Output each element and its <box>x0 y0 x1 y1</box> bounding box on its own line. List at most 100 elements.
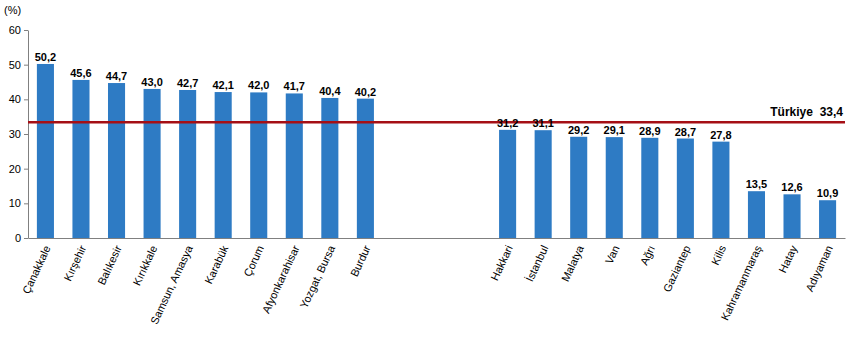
y-tick-mark <box>24 65 28 66</box>
data-label: 40,4 <box>319 85 341 97</box>
y-tick-label: 30 <box>9 128 21 140</box>
x-tick: Kırıkkale <box>130 243 159 287</box>
bar <box>677 139 694 238</box>
data-label: 13,5 <box>746 178 767 190</box>
x-tick: Kahramanmaraş <box>719 243 764 322</box>
data-label: 27,8 <box>710 129 731 141</box>
x-tick: Burdur <box>348 243 373 278</box>
bar <box>250 92 267 238</box>
data-label: 12,6 <box>781 181 802 193</box>
x-tick-label: İstanbul <box>523 243 550 283</box>
bar <box>179 90 196 238</box>
y-tick-label: 20 <box>9 163 21 175</box>
x-tick: Samsun, Amasya <box>148 243 195 326</box>
y-tick: 0 <box>15 232 28 244</box>
x-tick-label: Ağrı <box>638 243 657 266</box>
y-tick-label: 60 <box>9 24 21 36</box>
bar <box>606 137 623 238</box>
y-tick-mark <box>24 238 28 239</box>
data-label: 42,1 <box>212 79 233 91</box>
x-tick: Afyonkarahisar <box>260 243 302 315</box>
bar <box>641 138 658 238</box>
x-tick-label: Yozgat, Bursa <box>297 243 337 311</box>
data-label: 45,6 <box>70 67 91 79</box>
bar <box>499 130 516 238</box>
bar <box>321 98 338 238</box>
data-label: 50,2 <box>35 51 56 63</box>
x-tick-label: Karabük <box>202 243 230 286</box>
y-axis: 0 10 20 30 40 50 60 <box>9 24 29 244</box>
data-label: 43,0 <box>141 76 162 88</box>
x-tick: Adıyaman <box>803 243 835 293</box>
x-tick-label: Hakkari <box>488 243 515 282</box>
y-tick-mark <box>24 134 28 135</box>
bars <box>28 64 845 238</box>
data-label: 29,2 <box>568 124 589 136</box>
x-tick: Malatya <box>559 243 587 284</box>
data-label: 41,7 <box>284 80 305 92</box>
y-tick-mark <box>24 203 28 204</box>
y-tick-label: 10 <box>9 197 21 209</box>
bar <box>819 200 836 238</box>
x-tick-label: Çorum <box>241 243 266 278</box>
x-tick-label: Afyonkarahisar <box>260 243 302 315</box>
x-tick: Yozgat, Bursa <box>297 243 337 311</box>
y-tick: 10 <box>9 197 28 209</box>
x-tick-label: Balıkesir <box>95 243 124 287</box>
data-label: 31,1 <box>532 117 553 129</box>
data-label: 28,9 <box>639 125 660 137</box>
x-axis: Çanakkale Kırşehir BalıkesirKırıkkaleSamsu… <box>20 239 846 327</box>
bar <box>215 92 232 238</box>
bar <box>570 137 587 238</box>
y-tick: 20 <box>9 163 28 175</box>
data-label: 44,7 <box>106 70 127 82</box>
x-tick-label: Kilis <box>709 243 729 267</box>
bar <box>783 194 800 238</box>
x-tick-label: Kahramanmaraş <box>719 243 764 322</box>
x-tick-label: Burdur <box>348 243 373 278</box>
x-tick: Hakkari <box>488 243 515 282</box>
x-axis-line <box>29 238 846 239</box>
data-label: 28,7 <box>675 126 696 138</box>
bar <box>72 80 89 238</box>
y-tick-label: 0 <box>15 232 21 244</box>
x-tick-label: Van <box>603 243 622 265</box>
data-label: 29,1 <box>604 124 625 136</box>
x-tick-label: Kırşehir <box>61 243 88 283</box>
x-tick-label: Hatay <box>776 243 799 275</box>
bar <box>37 64 54 238</box>
reference-line <box>28 121 845 124</box>
x-tick: Ağrı <box>638 243 657 266</box>
x-tick-label: Adıyaman <box>803 243 835 293</box>
data-label: 40,2 <box>355 86 376 98</box>
x-tick-label: Samsun, Amasya <box>148 243 195 326</box>
x-tick: İstanbul <box>523 243 550 283</box>
y-tick-label: 40 <box>9 93 21 105</box>
data-label: 10,9 <box>817 187 838 199</box>
x-tick: Kırşehir <box>61 243 88 283</box>
x-tick-label: Kırıkkale <box>130 243 159 287</box>
y-axis-line <box>28 31 29 239</box>
x-tick: Hatay <box>776 243 799 275</box>
x-tick: Karabük <box>202 243 230 286</box>
x-tick-label: Malatya <box>559 243 587 284</box>
bar <box>712 142 729 238</box>
y-axis-label: (%) <box>4 4 21 16</box>
y-tick: 30 <box>9 128 28 140</box>
y-tick-mark <box>24 30 28 31</box>
x-tick: Gaziantep <box>661 243 693 294</box>
data-label: 42,0 <box>248 79 269 91</box>
x-tick: Van <box>603 243 622 265</box>
y-tick: 40 <box>9 93 28 105</box>
x-tick-label: Gaziantep <box>661 243 693 294</box>
x-tick-label: Çanakkale <box>20 243 53 295</box>
x-tick: Çanakkale <box>20 243 53 295</box>
bar <box>144 89 161 238</box>
bar <box>108 83 125 238</box>
data-label: 31,2 <box>497 117 518 129</box>
x-tick: Çorum <box>241 243 266 278</box>
y-tick-mark <box>24 169 28 170</box>
bar <box>535 130 552 238</box>
chart: (%) 0 10 20 30 40 50 60 Çanakkale Kırşehir Balıkes… <box>0 0 850 348</box>
y-tick: 50 <box>9 59 28 71</box>
